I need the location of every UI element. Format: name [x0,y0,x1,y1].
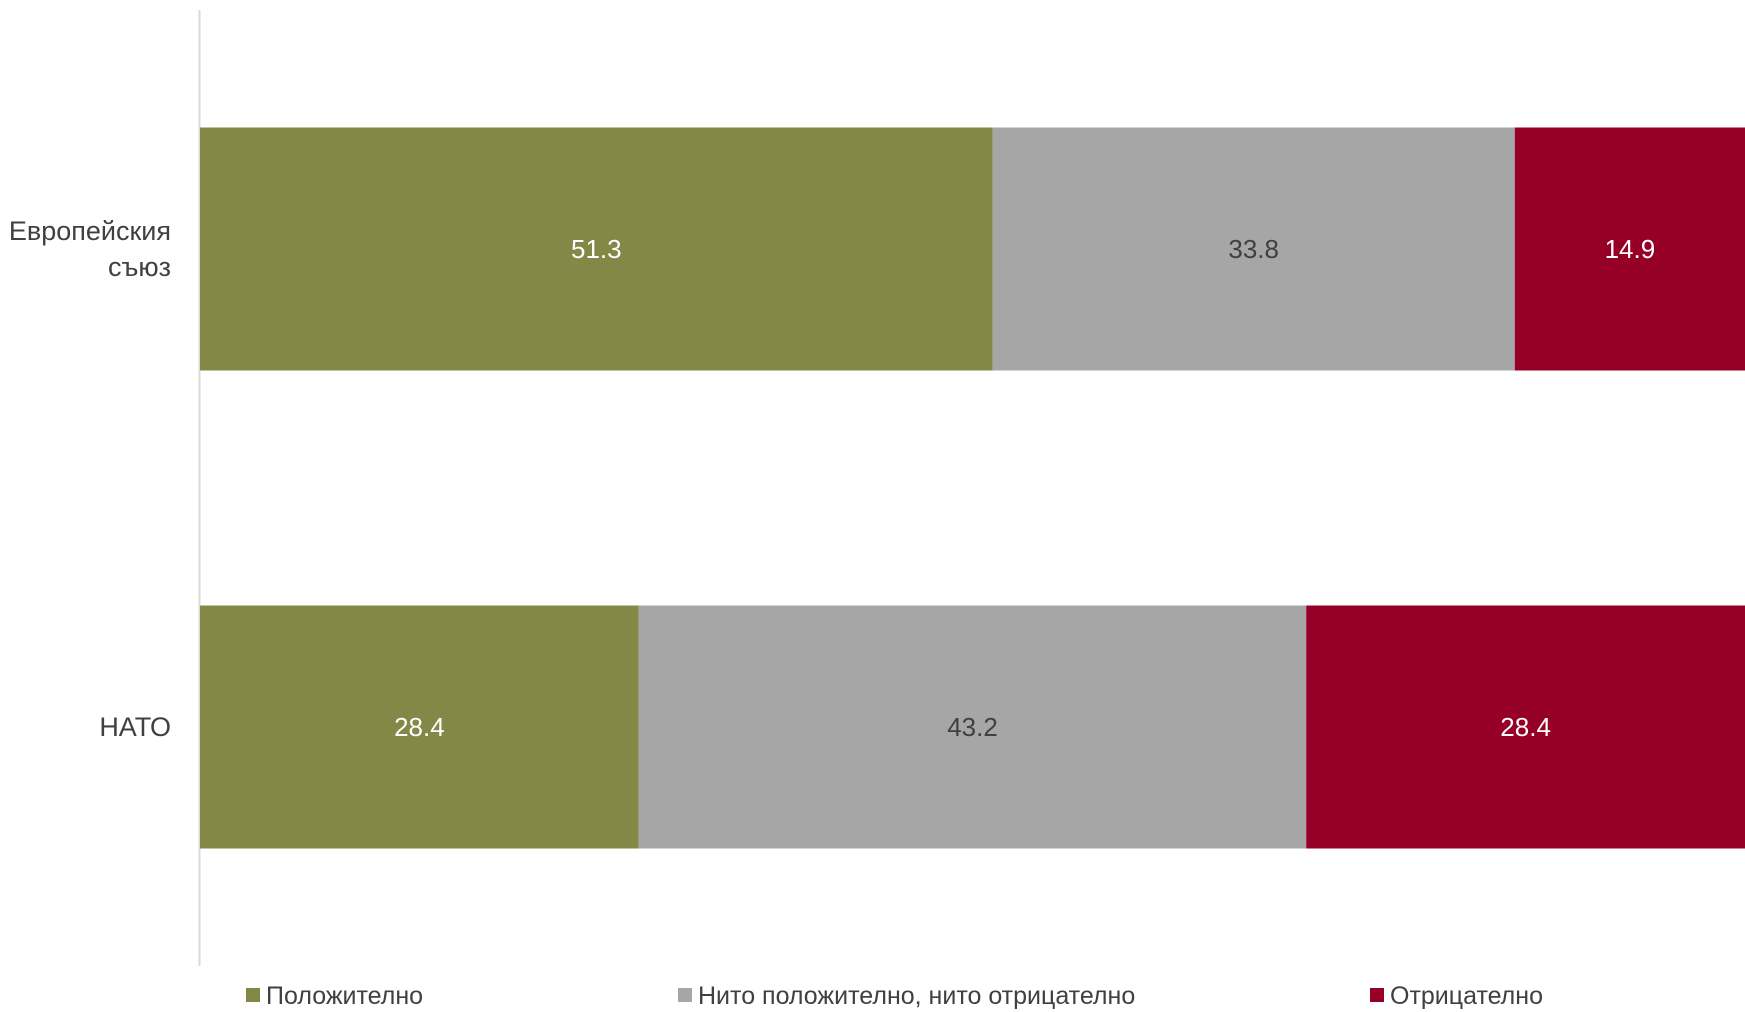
legend-swatch-3 [1370,988,1384,1002]
legend: Положително Нито положително, нито отрица… [246,982,1543,1010]
category-label-line: съюз [108,252,171,282]
bar-1-series-3 [1514,127,1745,371]
legend-label-3: Отрицателно [1390,982,1543,1010]
data-label-2-series-1: 28.4 [394,712,445,742]
bar-1-series-1 [200,127,993,371]
data-label-2-series-2: 43.2 [947,712,998,742]
legend-swatch-2 [678,988,692,1002]
data-label-1-series-2: 33.8 [1228,234,1279,264]
data-label-1-series-3: 14.9 [1605,234,1656,264]
data-label-1-series-1: 51.3 [571,234,622,264]
data-labels-layer: 51.3 33.8 14.9 28.4 43.2 28.4 [394,234,1655,742]
category-label-line: Европейския [9,216,171,246]
legend-swatch-1 [246,988,260,1002]
legend-label-1: Положително [266,982,423,1010]
legend-label-2: Нито положително, нито отрицателно [698,982,1135,1010]
bar-2-series-1 [200,605,639,849]
category-labels-layer: Европейския съюз НАТО [9,216,171,742]
bars-layer [200,127,1745,849]
bar-2-series-3 [1306,605,1745,849]
category-label-1: Европейския съюз [9,216,171,282]
category-label-2: НАТО [99,712,171,742]
category-label-line: НАТО [99,712,171,742]
data-label-2-series-3: 28.4 [1500,712,1551,742]
bar-2-series-2 [638,605,1307,849]
bar-1-series-2 [992,127,1515,371]
